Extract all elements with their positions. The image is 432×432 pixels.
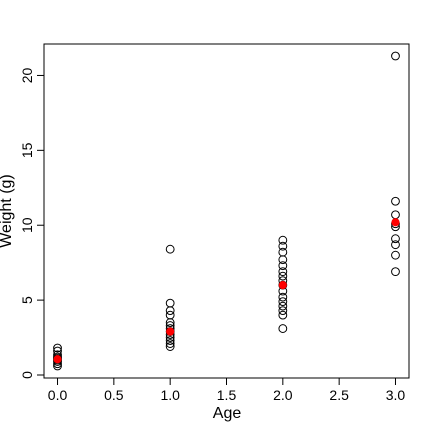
x-axis-label: Age — [213, 405, 242, 422]
data-point — [278, 324, 288, 333]
data-point — [391, 234, 400, 244]
data-point — [278, 271, 288, 281]
y-tick-label: 0 — [19, 371, 35, 379]
data-point — [278, 255, 288, 265]
y-axis: 0 5 10 15 20 — [19, 67, 44, 379]
x-axis: 0.0 0.5 1.0 1.5 2.0 2.5 3.0 — [48, 378, 406, 403]
x-tick-label: 0.5 — [104, 387, 124, 403]
x-tick-label: 2.0 — [273, 387, 293, 403]
data-point — [278, 241, 288, 251]
mean-point — [53, 355, 62, 364]
data-point — [278, 235, 288, 245]
data-point — [278, 301, 288, 311]
data-point — [278, 306, 288, 316]
data-point — [53, 346, 62, 356]
data-point — [165, 306, 175, 316]
data-point — [165, 336, 175, 345]
data-point — [165, 298, 175, 308]
y-tick-label: 10 — [19, 217, 35, 233]
data-points — [53, 51, 400, 371]
x-tick-label: 3.0 — [386, 387, 406, 403]
data-point — [391, 267, 400, 277]
x-tick-label: 2.5 — [329, 387, 349, 403]
data-point — [165, 310, 175, 320]
data-point — [391, 196, 400, 206]
data-point — [165, 339, 175, 348]
data-point — [278, 247, 288, 257]
mean-point — [391, 218, 400, 227]
y-tick-label: 20 — [19, 67, 35, 83]
data-point — [391, 240, 400, 250]
x-tick-label: 1.0 — [160, 387, 180, 403]
y-tick-label: 5 — [19, 296, 35, 304]
data-point — [391, 210, 400, 220]
data-point — [278, 267, 288, 277]
data-point — [278, 261, 288, 271]
data-point — [53, 343, 62, 353]
data-point — [165, 244, 175, 254]
mean-point — [166, 327, 175, 336]
data-point — [278, 310, 288, 320]
y-tick-label: 15 — [19, 142, 35, 158]
mean-point — [278, 281, 287, 290]
x-tick-label: 0.0 — [48, 387, 68, 403]
y-axis-label: Weight (g) — [0, 174, 15, 248]
data-point — [391, 51, 400, 61]
data-point — [278, 292, 288, 302]
x-tick-label: 1.5 — [217, 387, 237, 403]
data-point — [391, 250, 400, 260]
plot-frame — [43, 43, 410, 379]
data-point — [278, 297, 288, 307]
data-point — [165, 342, 175, 351]
